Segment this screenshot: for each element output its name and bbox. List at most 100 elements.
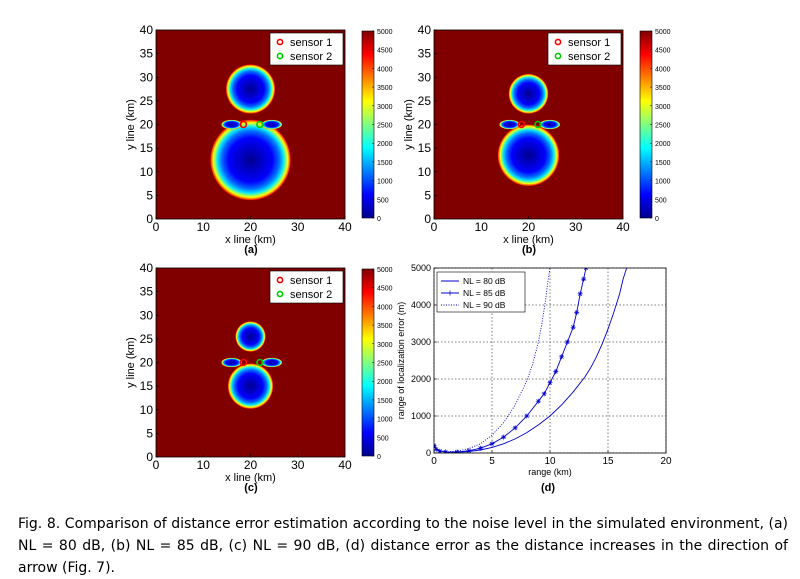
legend-entry-2: sensor 2 [290,289,332,301]
heatmap-panel-3: 0 10 20 30 40 0 5 10 15 20 25 30 35 40 x line (km) y li… [125,261,393,494]
y-tick-label: 30 [418,70,432,84]
y-tick-label: 10 [140,165,154,179]
x-tick-label: 15 [602,456,614,467]
sensor-marker-1 [239,120,248,129]
y-tick-label: 35 [418,47,432,61]
x-tick-label: 40 [338,220,352,234]
x-tick-label: 20 [244,220,258,234]
x-tick-label: 20 [522,220,536,234]
x-tick-label: 30 [291,220,305,234]
colorbar-tick-label: 500 [377,435,389,442]
colorbar-tick-label: 5000 [377,267,393,274]
x-tick-label: 30 [569,220,583,234]
y-tick-label: 20 [140,118,154,132]
colorbar-tick-label: 4500 [377,48,393,55]
y-tick-label: 5 [424,188,431,202]
figure-canvas: 0 10 20 30 40 0 5 10 15 20 25 30 35 40 x line (km) y li… [125,23,672,494]
series-point-marker [570,324,576,330]
y-tick-label: 5 [146,188,153,202]
y-tick-label: 0 [146,212,153,226]
colorbar-tick-label: 1000 [377,179,393,186]
colorbar-tick-label: 2500 [655,123,671,130]
panel-label: (b) [522,244,536,256]
legend-marker-2 [276,52,284,60]
series-point-marker [501,434,507,440]
colorbar-tick-label: 1000 [377,417,393,424]
colorbar-tick-label: 0 [377,216,381,223]
legend-entry-1: NL = 80 dB [463,276,506,286]
x-tick-label: 0 [153,220,160,234]
upper-low-error-lobe [508,73,549,114]
panel-label: (a) [244,244,258,256]
series-line-3 [434,268,551,453]
sensor-marker-2 [534,120,542,129]
y-tick-label: 4000 [411,300,431,310]
x-tick-label: 0 [431,456,437,467]
heatmap-panel-1: 0 10 20 30 40 0 5 10 15 20 25 30 35 40 x line (km) y li… [125,23,393,256]
colorbar-tick-label: 4500 [655,48,671,55]
panel-label: (c) [244,482,258,494]
colorbar-tick-label: 2500 [377,123,393,130]
y-axis-label: y line (km) [125,99,137,150]
lower-low-error-lobe [227,363,274,409]
x-tick-label: 10 [475,220,489,234]
legend-entry-1: sensor 1 [290,275,332,287]
series-point-marker [477,445,483,451]
legend-box [547,32,622,66]
x-tick-label: 40 [338,458,352,472]
series-line-2 [434,268,587,453]
y-tick-label: 2000 [411,374,431,384]
lower-low-error-lobe [210,119,291,201]
y-tick-label: 40 [140,23,154,37]
sensor-marker-2 [256,120,264,129]
colorbar-tick-label: 4000 [377,66,393,73]
y-tick-label: 15 [418,141,432,155]
y-tick-label: 25 [140,332,154,346]
y-tick-label: 40 [418,23,432,37]
x-axis-label: x line (km) [225,472,276,484]
x-tick-label: 40 [616,220,630,234]
y-axis-label: range of localization error (m) [396,302,406,420]
y-tick-label: 3000 [411,337,431,347]
colorbar-tick-label: 500 [377,197,389,204]
x-tick-label: 20 [660,456,672,467]
colorbar-tick-label: 3500 [377,85,393,92]
legend-entry-1: sensor 1 [290,37,332,49]
y-tick-label: 25 [140,94,154,108]
y-tick-label: 0 [424,212,431,226]
colorbar-tick-label: 1000 [655,179,671,186]
x-tick-label: 20 [244,458,258,472]
upper-low-error-lobe [225,64,276,114]
y-tick-label: 35 [140,285,154,299]
legend-entry-2: sensor 2 [568,51,610,63]
x-tick-label: 10 [197,220,211,234]
y-tick-label: 40 [140,261,154,275]
y-tick-label: 5000 [411,263,431,273]
line-chart-panel: 0 5 10 15 20 0 1000 2000 3000 4000 5000 range (km) r… [396,263,672,494]
right-side-lobe [261,357,283,368]
series-point-marker [553,369,559,375]
colorbar-tick-label: 1500 [377,160,393,167]
colorbar-tick-label: 3000 [655,104,671,111]
series-point-marker [541,391,547,397]
legend-entry-1: sensor 1 [568,37,610,49]
legend-box [269,270,344,304]
colorbar-tick-label: 3000 [377,342,393,349]
colorbar-tick-label: 1500 [377,398,393,405]
left-side-lobe [221,119,242,130]
legend-marker-1 [276,38,284,46]
colorbar-tick-label: 1500 [655,160,671,167]
y-tick-label: 0 [146,450,153,464]
y-tick-label: 25 [418,94,432,108]
x-tick-label: 0 [431,220,438,234]
colorbar-tick-label: 2000 [377,379,393,386]
colorbar-tick-label: 3500 [377,323,393,330]
left-side-lobe [221,357,242,368]
x-axis-label: range (km) [528,467,572,477]
colorbar-tick-label: 2000 [655,141,671,148]
series-point-marker [581,276,587,282]
colorbar-tick-label: 4000 [377,304,393,311]
series-point-marker [524,413,530,419]
colorbar-tick-label: 500 [655,197,667,204]
x-axis-label: x line (km) [503,234,554,246]
